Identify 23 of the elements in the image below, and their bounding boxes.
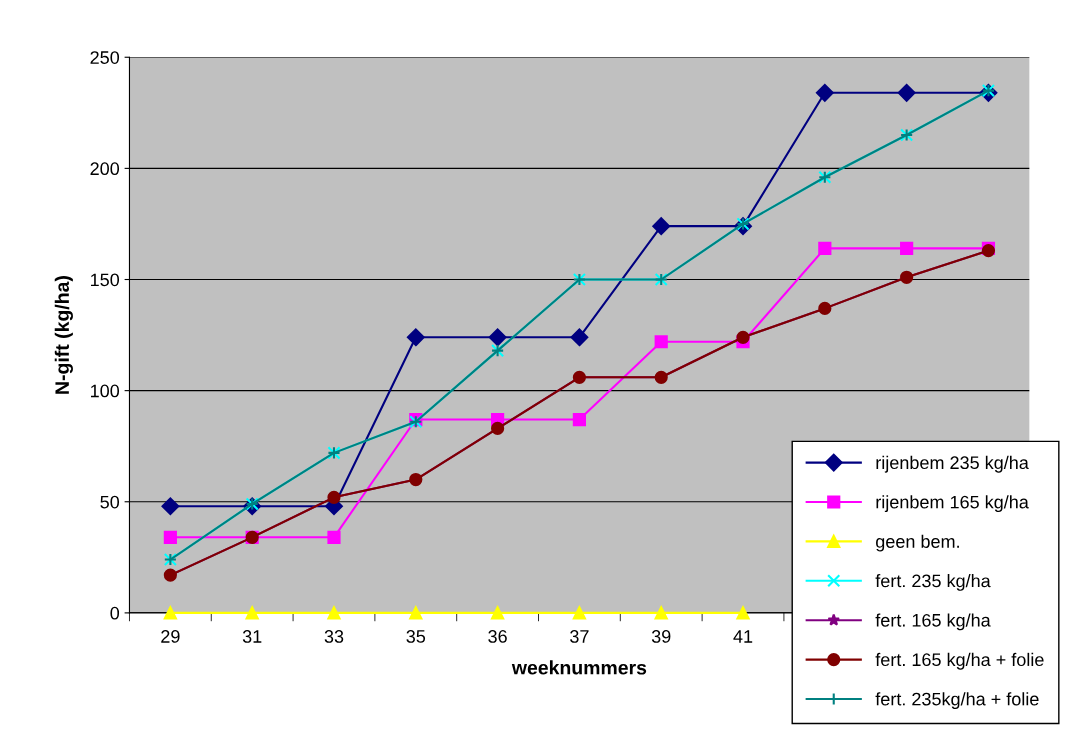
y-tick-label: 150 [91,273,120,287]
x-tick-label: 36 [488,630,507,643]
y-tick-label: 0 [110,606,120,620]
legend-label: rijenbem 165 kg/ha [876,495,1029,513]
x-tick-label: 31 [242,630,262,643]
x-tick-label: 33 [324,630,344,643]
y-tick-label: 200 [90,162,120,176]
legend-label: geen bem. [876,534,959,552]
y-tick-label: 100 [91,384,120,398]
x-tick-label: 41 [733,630,753,643]
y-tick-label: 50 [100,495,120,509]
legend-label: fert. 165 kg/ha [875,613,991,631]
y-tick-label: 250 [90,51,120,64]
x-tick-label: 39 [651,630,671,643]
x-tick-label: 35 [406,630,426,643]
y-axis-title: N-gift (kg/ha) [54,276,73,394]
legend-label: fert. 235kg/ha + folie [875,692,1039,710]
legend-label: fert. 165 kg/ha + folie [875,652,1044,670]
legend-label: rijenbem 235 kg/ha [876,455,1029,473]
x-axis-title: weeknummers [511,660,647,675]
x-tick-label: 37 [570,630,589,643]
x-tick-label: 29 [161,630,180,643]
legend-label: fert. 235 kg/ha [875,574,991,591]
